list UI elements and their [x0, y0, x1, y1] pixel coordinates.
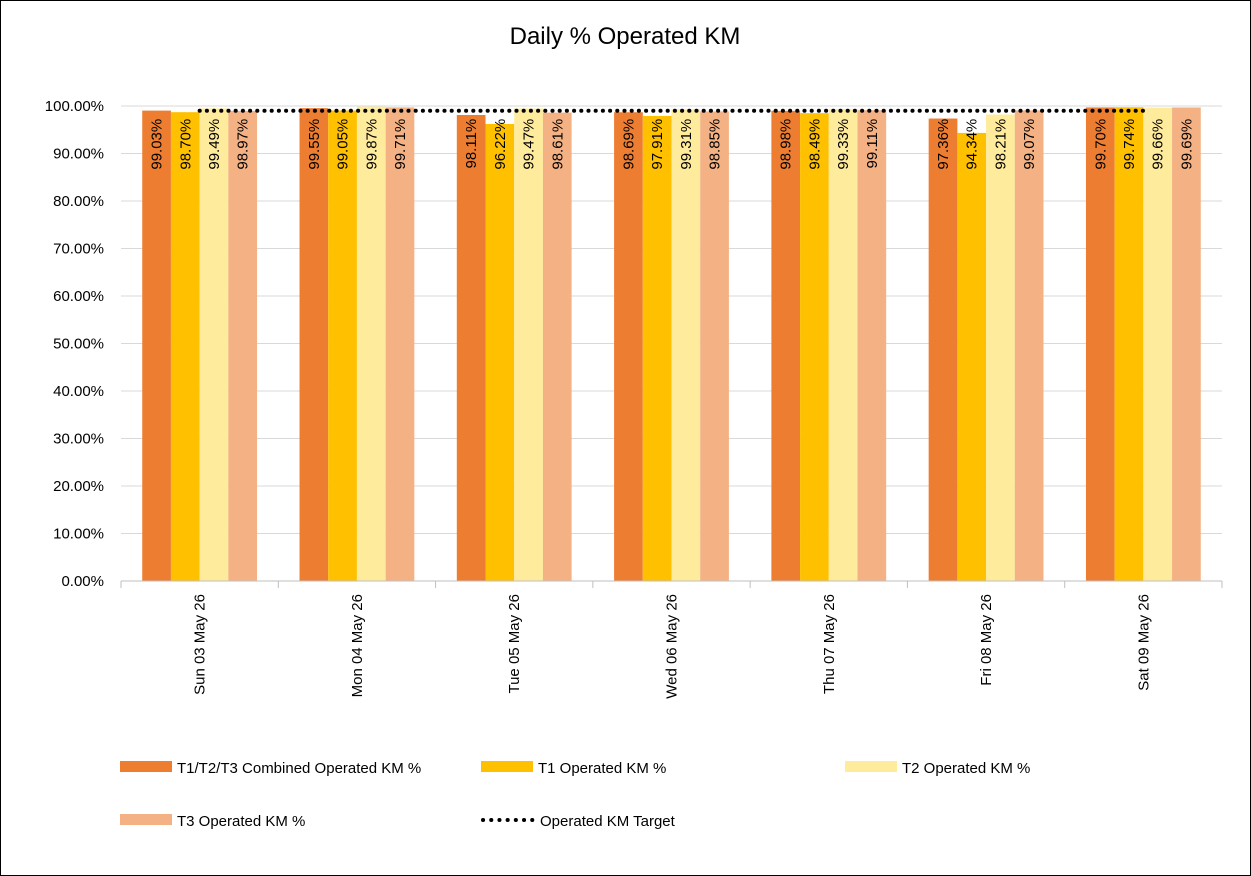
bar [771, 110, 801, 581]
bar [228, 110, 258, 581]
y-tick-label: 60.00% [53, 288, 104, 305]
bar [542, 112, 572, 581]
data-label: 99.33% [835, 119, 852, 170]
chart-title: Daily % Operated KM [510, 23, 741, 50]
bar [170, 112, 200, 582]
legend-swatch [481, 761, 533, 772]
y-tick-label: 0.00% [61, 573, 104, 590]
data-label: 99.69% [1178, 119, 1195, 170]
bar [1085, 107, 1115, 582]
data-label: 99.03% [149, 119, 166, 170]
data-label: 99.55% [306, 119, 323, 170]
bar [642, 115, 672, 582]
data-label: 99.66% [1150, 119, 1167, 170]
bar [700, 111, 729, 582]
legend-swatch [120, 814, 172, 825]
x-category-label: Fri 08 May 26 [978, 594, 995, 686]
data-label: 98.11% [463, 119, 480, 169]
y-axis: 0.00% 10.00% 20.00% 30.00% 40.00% 50.00% 60.00… [45, 98, 104, 590]
data-label: 99.49% [206, 119, 223, 170]
data-label: 98.69% [620, 119, 637, 170]
data-label: 99.05% [335, 119, 352, 170]
data-label: 96.22% [492, 119, 509, 170]
x-category-label: Mon 04 May 26 [349, 594, 366, 697]
y-tick-label: 100.00% [45, 98, 104, 115]
y-tick-label: 90.00% [53, 146, 104, 163]
legend-swatch [120, 761, 172, 772]
y-tick-label: 70.00% [53, 241, 104, 258]
data-label: 98.98% [778, 119, 795, 170]
y-tick-label: 10.00% [53, 526, 104, 543]
legend-label: Operated KM Target [540, 813, 676, 830]
bar [199, 108, 229, 582]
x-category-label: Wed 06 May 26 [664, 594, 681, 699]
x-category-label: Sun 03 May 26 [192, 594, 209, 695]
x-axis: Sun 03 May 26 Mon 04 May 26 Tue 05 May 26 W… [120, 580, 1223, 699]
bar [328, 110, 357, 581]
y-tick-label: 40.00% [53, 383, 104, 400]
bar [928, 118, 958, 581]
legend-label: T3 Operated KM % [177, 813, 305, 830]
data-label: 98.97% [235, 119, 252, 170]
bar [986, 114, 1015, 581]
bar [142, 110, 171, 582]
data-label: 97.91% [649, 119, 666, 170]
data-label: 98.85% [707, 119, 724, 170]
data-labels: 99.03% 98.70% 99.49% 98.97% 99.55% 99.05% 99.8… [149, 119, 1196, 170]
data-label: 99.31% [678, 119, 695, 170]
y-tick-label: 30.00% [53, 431, 104, 448]
data-label: 99.07% [1021, 119, 1038, 170]
data-label: 98.21% [992, 119, 1009, 170]
bar [356, 106, 386, 582]
bar [857, 110, 887, 581]
bar [456, 114, 486, 581]
legend-label: T1 Operated KM % [538, 760, 666, 777]
y-tick-label: 20.00% [53, 478, 104, 495]
bar [800, 113, 829, 582]
bar [514, 108, 543, 581]
bars [142, 106, 1201, 582]
data-label: 98.70% [177, 119, 194, 170]
bar [1143, 107, 1173, 582]
bar [1014, 110, 1044, 581]
data-label: 99.70% [1092, 119, 1109, 170]
bar [614, 112, 643, 581]
data-label: 97.36% [935, 119, 952, 170]
legend-label: T1/T2/T3 Combined Operated KM % [177, 760, 421, 777]
data-label: 99.47% [521, 119, 538, 170]
y-tick-label: 80.00% [53, 193, 104, 210]
legend: T1/T2/T3 Combined Operated KM % T1 Operat… [120, 760, 1030, 830]
data-label: 99.87% [363, 119, 380, 170]
bar [299, 108, 329, 581]
data-label: 98.61% [549, 119, 566, 170]
bar [485, 123, 515, 581]
x-category-label: Tue 05 May 26 [506, 594, 523, 694]
bar [957, 132, 987, 581]
bar [828, 109, 858, 582]
bar [671, 109, 701, 581]
data-label: 94.34% [964, 119, 981, 170]
data-label: 98.49% [806, 119, 823, 170]
data-label: 99.74% [1121, 119, 1138, 170]
x-category-label: Sat 09 May 26 [1135, 594, 1152, 691]
data-label: 99.11% [864, 119, 881, 169]
bar [1172, 107, 1201, 581]
x-category-label: Thu 07 May 26 [821, 594, 838, 694]
bar [1114, 107, 1144, 582]
bar [385, 107, 415, 581]
legend-label: T2 Operated KM % [902, 760, 1030, 777]
data-label: 99.71% [392, 119, 409, 170]
legend-swatch [845, 761, 897, 772]
y-tick-label: 50.00% [53, 336, 104, 353]
